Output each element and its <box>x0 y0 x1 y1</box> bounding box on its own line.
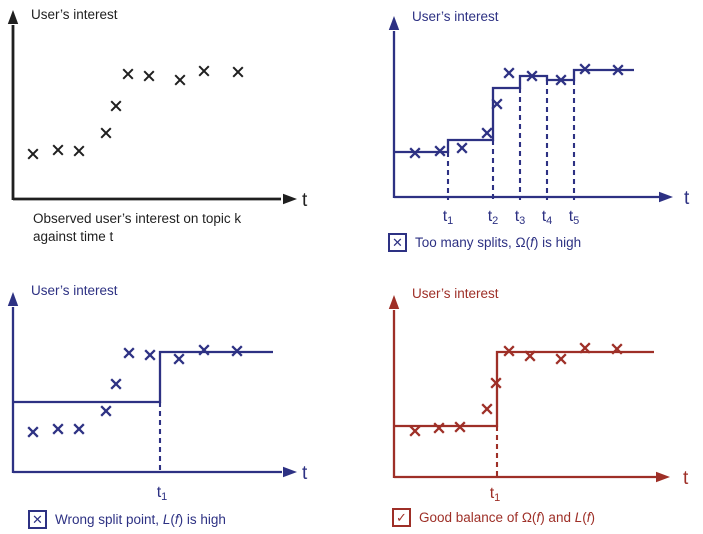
data-point-x <box>490 377 502 389</box>
caption-good-balance: ✓ Good balance of Ω(f) and L(f) <box>392 508 595 527</box>
data-point-x <box>100 405 112 417</box>
y-axis-label: User’s interest <box>31 283 118 298</box>
x-axis-arrow <box>659 191 673 203</box>
data-point-x <box>524 350 536 362</box>
caption-too-many-splits: ✕ Too many splits, Ω(f) is high <box>388 233 581 252</box>
data-point-x <box>526 70 538 82</box>
data-point-x <box>456 142 468 154</box>
data-point-x <box>232 66 244 78</box>
data-point-x <box>100 127 112 139</box>
data-point-x <box>27 148 39 160</box>
tick-label-t5: t5 <box>569 208 580 227</box>
data-point-x <box>122 68 134 80</box>
data-point-x <box>481 127 493 139</box>
data-point-x <box>110 100 122 112</box>
caption-observed: Observed user’s interest on topic k again… <box>33 210 303 246</box>
data-point-x <box>612 64 624 76</box>
data-point-x <box>409 147 421 159</box>
tick-label-t1: t1 <box>490 485 501 504</box>
x-axis-arrow <box>656 471 670 483</box>
panel-too-many-splits: User’s interest t t1 t2 t3 t4 t5 ✕ Too many spli… <box>352 0 703 267</box>
data-point-x <box>73 423 85 435</box>
caption-text: Observed user’s interest on topic k again… <box>33 211 242 244</box>
x-axis-label: t <box>302 463 308 484</box>
data-point-x <box>555 353 567 365</box>
data-point-x <box>433 422 445 434</box>
x-axis-label: t <box>302 190 308 211</box>
step-function-line <box>394 350 654 428</box>
step-function-line <box>394 68 634 154</box>
caption-wrong-split-point: ✕ Wrong split point, L(f) is high <box>28 510 226 529</box>
data-point-x <box>481 403 493 415</box>
step-function-line <box>13 350 273 404</box>
data-point-x <box>52 423 64 435</box>
data-point-x <box>409 425 421 437</box>
data-point-x <box>173 353 185 365</box>
panel-observed: User’s interest t Observed user’s interest… <box>0 0 352 267</box>
data-point-x <box>144 349 156 361</box>
tick-label-t1: t1 <box>157 484 168 503</box>
observed-plot: User’s interest t <box>7 7 308 211</box>
y-axis-label: User’s interest <box>412 286 499 301</box>
data-point-x <box>73 145 85 157</box>
data-point-x <box>579 63 591 75</box>
data-point-x <box>434 145 446 157</box>
data-point-x <box>579 342 591 354</box>
checked-checkbox-icon: ✓ <box>392 508 411 527</box>
data-point-x <box>110 378 122 390</box>
y-axis-label: User’s interest <box>412 9 499 24</box>
data-point-x <box>555 74 567 86</box>
too-many-splits-plot: User’s interest t t1 t2 t3 t4 t5 <box>388 9 690 227</box>
caption-text: Too many splits, Ω(f) is high <box>415 234 582 250</box>
boxed-x-icon: ✕ <box>388 233 407 252</box>
caption-text: Wrong split point, L(f) is high <box>55 511 226 527</box>
data-point-x <box>454 421 466 433</box>
wrong-split-point-plot: User’s interest t t1 <box>7 283 308 503</box>
x-axis-label: t <box>683 468 689 489</box>
y-axis-label: User’s interest <box>31 7 118 22</box>
y-axis-arrow <box>7 10 19 24</box>
data-point-x <box>123 347 135 359</box>
good-balance-plot: User’s interest t t1 <box>388 286 689 504</box>
caption-text: Good balance of Ω(f) and L(f) <box>419 509 595 525</box>
y-axis-arrow <box>7 292 19 306</box>
data-point-x <box>27 426 39 438</box>
tick-label-t2: t2 <box>488 208 499 227</box>
data-point-x <box>198 65 210 77</box>
data-point-x <box>143 70 155 82</box>
x-axis-arrow <box>283 193 297 205</box>
x-axis-arrow <box>283 466 297 478</box>
tick-label-t1: t1 <box>443 208 454 227</box>
data-point-x <box>231 345 243 357</box>
data-point-x <box>503 67 515 79</box>
data-point-x <box>174 74 186 86</box>
tick-label-t4: t4 <box>542 208 553 227</box>
tick-label-t3: t3 <box>515 208 526 227</box>
y-axis-arrow <box>388 295 400 309</box>
data-point-x <box>491 98 503 110</box>
data-point-x <box>198 344 210 356</box>
x-axis-label: t <box>684 188 690 209</box>
boxed-x-icon: ✕ <box>28 510 47 529</box>
y-axis-arrow <box>388 16 400 30</box>
data-point-x <box>503 345 515 357</box>
panel-wrong-split-point: User’s interest t t1 ✕ Wrong split point, L(… <box>0 267 352 534</box>
panel-good-balance: User’s interest t t1 ✓ Good balance of Ω(f) … <box>352 267 703 534</box>
data-point-x <box>52 144 64 156</box>
data-point-x <box>611 343 623 355</box>
